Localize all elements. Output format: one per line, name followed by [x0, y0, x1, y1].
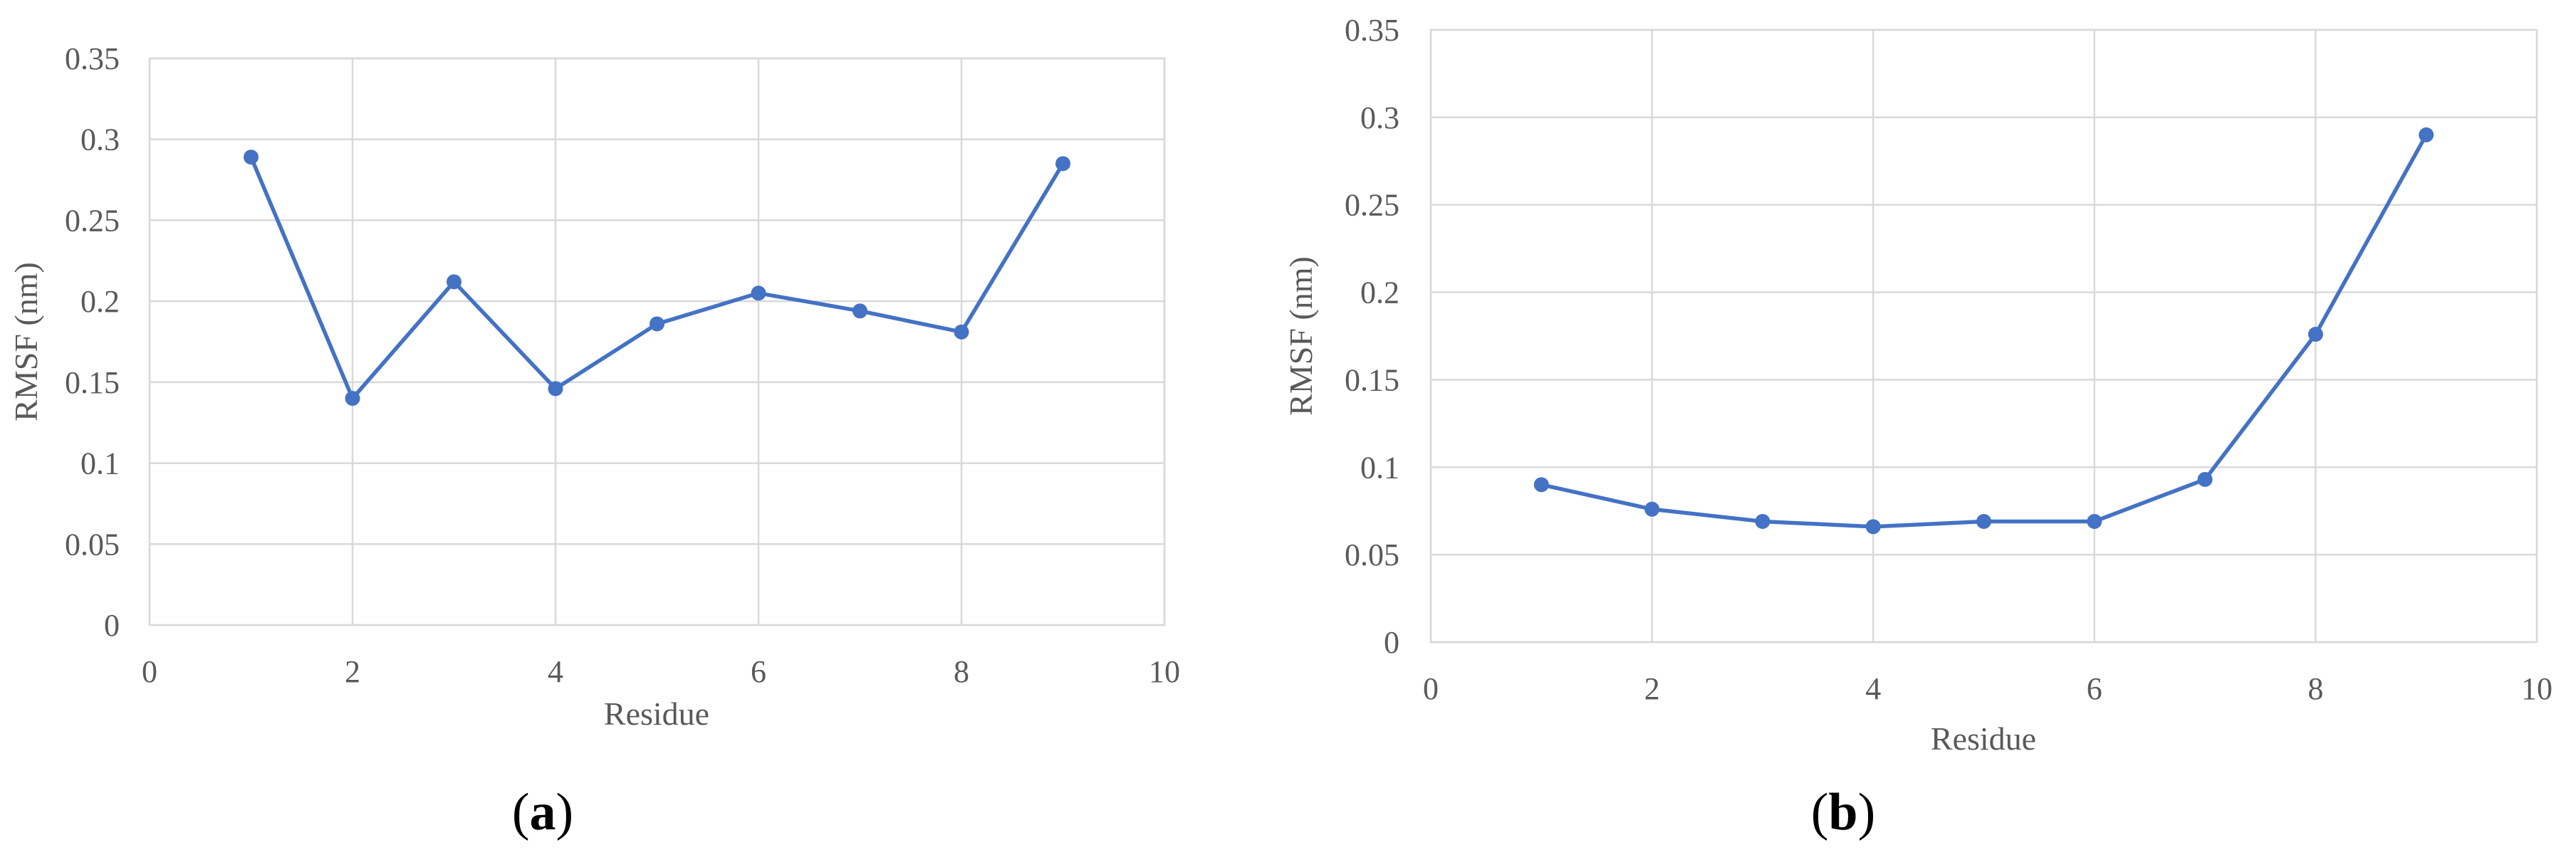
y-axis-title: RMSF (nm) [1283, 256, 1319, 416]
data-point [650, 316, 664, 332]
data-point [244, 149, 259, 165]
y-tick-label: 0 [1384, 625, 1399, 660]
data-point [751, 285, 766, 301]
x-tick-label: 2 [1644, 671, 1660, 706]
panel-label: (a) [512, 783, 573, 841]
data-point [345, 391, 360, 406]
y-tick-label: 0.2 [1360, 276, 1399, 310]
data-point [548, 381, 563, 397]
data-point [447, 274, 462, 290]
data-point [852, 303, 867, 319]
panel-letter: a [530, 783, 556, 841]
plot-area-border [148, 57, 1166, 626]
data-point [1533, 477, 1549, 493]
x-axis-title: Residue [1931, 720, 2036, 757]
data-point [1644, 501, 1660, 517]
data-point [954, 324, 969, 340]
plot-area-border [1429, 28, 2538, 644]
y-tick-label: 0.25 [65, 203, 120, 238]
x-tick-label: 8 [2308, 671, 2323, 706]
x-axis-title: Residue [604, 696, 709, 732]
y-tick-label: 0 [104, 608, 120, 643]
x-tick-label: 6 [751, 654, 766, 689]
data-point [1755, 513, 1771, 529]
data-point [2308, 327, 2323, 342]
gridlines [1429, 28, 2538, 644]
data-point [1865, 519, 1881, 535]
data-point [2087, 513, 2102, 529]
panel-letter: b [1828, 783, 1857, 841]
chart-panel-a: 0 0.05 0.1 0.15 0.2 0.25 0.3 0.35 0 2 4 6 8 10 Residue… [8, 41, 1180, 841]
x-tick-label: 8 [954, 654, 969, 689]
data-point [1055, 156, 1070, 172]
data-point [2419, 127, 2434, 142]
y-tick-label: 0.1 [1360, 450, 1399, 485]
y-tick-label: 0.05 [65, 527, 120, 562]
y-tick-label: 0.05 [1345, 537, 1399, 572]
y-tick-label: 0.3 [80, 122, 120, 157]
x-tick-label: 0 [1423, 671, 1439, 706]
y-tick-label: 0.1 [80, 446, 120, 481]
y-tick-label: 0.35 [65, 41, 120, 76]
series-line [249, 154, 1065, 401]
y-axis-title: RMSF (nm) [8, 262, 44, 421]
x-tick-label: 10 [1149, 654, 1180, 689]
x-tick-label: 4 [1865, 671, 1881, 706]
y-tick-label: 0.15 [1345, 362, 1399, 397]
x-tick-label: 4 [548, 654, 563, 689]
y-tick-label: 0.25 [1345, 188, 1399, 223]
y-tick-label: 0.35 [1345, 13, 1399, 48]
panel-label: (b) [1811, 783, 1875, 841]
x-tick-label: 0 [142, 654, 157, 689]
x-tick-label: 6 [2087, 671, 2102, 706]
data-point [1976, 513, 1991, 529]
y-tick-label: 0.2 [80, 284, 120, 319]
x-tick-label: 10 [2521, 671, 2552, 706]
data-point [2197, 471, 2213, 487]
x-tick-label: 2 [345, 654, 360, 689]
y-tick-label: 0.3 [1360, 100, 1399, 135]
y-tick-label: 0.15 [65, 365, 120, 400]
chart-panel-b: 0 0.05 0.1 0.15 0.2 0.25 0.3 0.35 0 2 4 6 8 10 Residue… [1283, 13, 2552, 841]
gridlines [148, 57, 1166, 626]
